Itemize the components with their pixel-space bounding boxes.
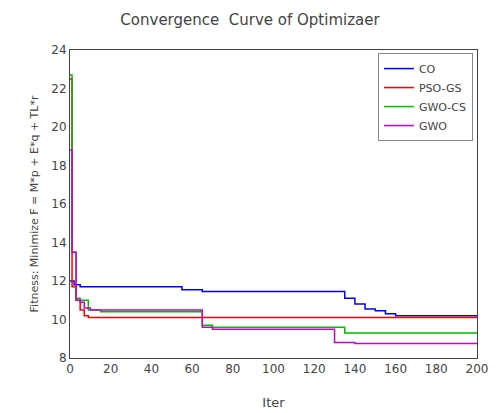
- svg-text:GWO: GWO: [419, 120, 447, 133]
- svg-text:160: 160: [384, 362, 407, 376]
- svg-text:100: 100: [262, 362, 285, 376]
- svg-text:Fitness: Minimize F = M*p + E*: Fitness: Minimize F = M*p + E*q + TL*r: [28, 95, 41, 312]
- svg-text:180: 180: [425, 362, 448, 376]
- svg-text:20: 20: [51, 120, 66, 134]
- svg-text:10: 10: [51, 313, 66, 327]
- svg-text:60: 60: [184, 362, 199, 376]
- svg-text:20: 20: [103, 362, 118, 376]
- svg-text:40: 40: [144, 362, 159, 376]
- svg-text:PSO-GS: PSO-GS: [419, 82, 461, 95]
- svg-text:18: 18: [51, 159, 66, 173]
- svg-text:24: 24: [51, 43, 66, 57]
- svg-text:0: 0: [66, 362, 74, 376]
- svg-text:120: 120: [303, 362, 326, 376]
- svg-text:14: 14: [51, 236, 66, 250]
- svg-text:GWO-CS: GWO-CS: [419, 101, 466, 114]
- svg-text:80: 80: [225, 362, 240, 376]
- svg-text:CO: CO: [419, 63, 436, 76]
- svg-text:12: 12: [51, 274, 66, 288]
- svg-text:140: 140: [343, 362, 366, 376]
- svg-text:Iter: Iter: [262, 395, 285, 410]
- svg-text:22: 22: [51, 82, 66, 96]
- svg-text:200: 200: [466, 362, 489, 376]
- svg-text:8: 8: [59, 351, 67, 365]
- svg-text:16: 16: [51, 197, 66, 211]
- svg-text:Convergence Curve of Optimiza: Convergence Curve of Optimizaer: [120, 11, 380, 29]
